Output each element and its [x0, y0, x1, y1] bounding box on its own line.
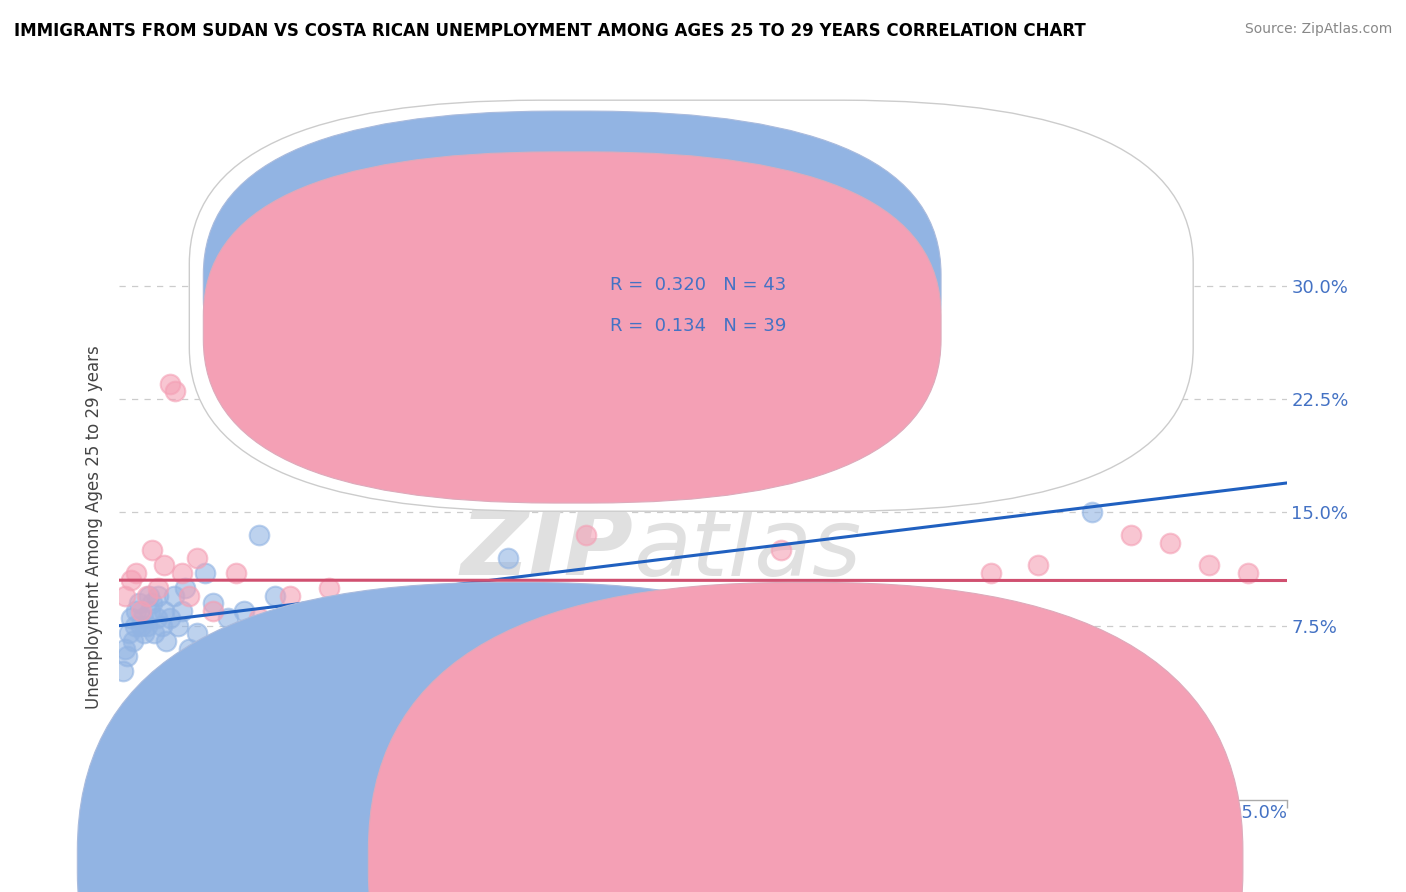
- Text: IMMIGRANTS FROM SUDAN VS COSTA RICAN UNEMPLOYMENT AMONG AGES 25 TO 29 YEARS CORR: IMMIGRANTS FROM SUDAN VS COSTA RICAN UNE…: [14, 22, 1085, 40]
- Text: R =  0.320   N = 43: R = 0.320 N = 43: [610, 277, 786, 294]
- Point: [357, 604, 380, 618]
- Point: [129, 619, 152, 633]
- Point: [419, 596, 441, 610]
- Point: [148, 589, 170, 603]
- Point: [150, 619, 173, 633]
- Point: [145, 611, 167, 625]
- Point: [153, 558, 176, 573]
- Point: [143, 626, 166, 640]
- Point: [170, 566, 193, 580]
- Point: [120, 574, 142, 588]
- Point: [318, 581, 340, 595]
- Point: [153, 604, 176, 618]
- Point: [179, 641, 201, 656]
- Point: [194, 566, 217, 580]
- Point: [125, 566, 148, 580]
- Point: [128, 596, 150, 610]
- Text: atlas: atlas: [633, 504, 860, 595]
- Point: [575, 528, 598, 542]
- FancyBboxPatch shape: [190, 100, 1194, 511]
- Point: [302, 619, 325, 633]
- Point: [1198, 558, 1220, 573]
- Text: 0.0%: 0.0%: [120, 805, 165, 822]
- FancyBboxPatch shape: [204, 112, 941, 462]
- Point: [1042, 619, 1064, 633]
- Point: [159, 611, 181, 625]
- Point: [170, 604, 193, 618]
- Text: ZIP: ZIP: [460, 503, 633, 595]
- Point: [117, 626, 139, 640]
- Text: R =  0.134   N = 39: R = 0.134 N = 39: [610, 318, 786, 335]
- Point: [247, 611, 270, 625]
- Point: [560, 679, 582, 693]
- Point: [280, 589, 302, 603]
- Point: [925, 611, 948, 625]
- Point: [769, 543, 792, 558]
- Point: [217, 611, 239, 625]
- Point: [129, 604, 152, 618]
- Point: [125, 604, 148, 618]
- Point: [668, 657, 690, 671]
- Text: Source: ZipAtlas.com: Source: ZipAtlas.com: [1244, 22, 1392, 37]
- Point: [201, 596, 224, 610]
- Point: [139, 604, 162, 618]
- Point: [186, 550, 208, 565]
- Point: [135, 619, 157, 633]
- Point: [614, 596, 637, 610]
- Point: [141, 596, 163, 610]
- Point: [134, 626, 156, 640]
- Point: [138, 589, 160, 603]
- Point: [824, 672, 846, 686]
- Point: [1236, 566, 1258, 580]
- FancyBboxPatch shape: [204, 152, 941, 503]
- Point: [498, 596, 520, 610]
- Point: [498, 550, 520, 565]
- Point: [155, 634, 177, 648]
- Point: [131, 611, 153, 625]
- Point: [114, 589, 136, 603]
- Point: [716, 649, 738, 664]
- Point: [159, 376, 181, 391]
- Text: Costa Ricans: Costa Ricans: [830, 853, 936, 871]
- Point: [1081, 505, 1104, 519]
- Point: [112, 664, 135, 678]
- Point: [179, 589, 201, 603]
- Point: [135, 589, 157, 603]
- Point: [120, 611, 142, 625]
- Point: [114, 641, 136, 656]
- Point: [201, 604, 224, 618]
- Point: [870, 649, 893, 664]
- Point: [166, 619, 188, 633]
- Point: [186, 626, 208, 640]
- Point: [232, 604, 254, 618]
- Point: [115, 649, 138, 664]
- Point: [174, 581, 197, 595]
- Text: 15.0%: 15.0%: [1230, 805, 1286, 822]
- Point: [163, 589, 186, 603]
- Point: [247, 528, 270, 542]
- Point: [458, 664, 481, 678]
- Point: [141, 543, 163, 558]
- Point: [148, 581, 170, 595]
- Point: [769, 339, 792, 353]
- Text: Immigrants from Sudan: Immigrants from Sudan: [537, 853, 734, 871]
- Point: [1119, 528, 1142, 542]
- Point: [165, 384, 187, 399]
- Point: [264, 589, 287, 603]
- Point: [1159, 535, 1181, 549]
- Y-axis label: Unemployment Among Ages 25 to 29 years: Unemployment Among Ages 25 to 29 years: [86, 346, 103, 709]
- Point: [124, 619, 146, 633]
- Point: [357, 657, 380, 671]
- Point: [886, 679, 908, 693]
- Point: [980, 566, 1002, 580]
- Point: [181, 649, 204, 664]
- Point: [404, 626, 426, 640]
- Point: [225, 566, 247, 580]
- Point: [122, 634, 145, 648]
- Point: [1081, 332, 1104, 346]
- Point: [1026, 558, 1049, 573]
